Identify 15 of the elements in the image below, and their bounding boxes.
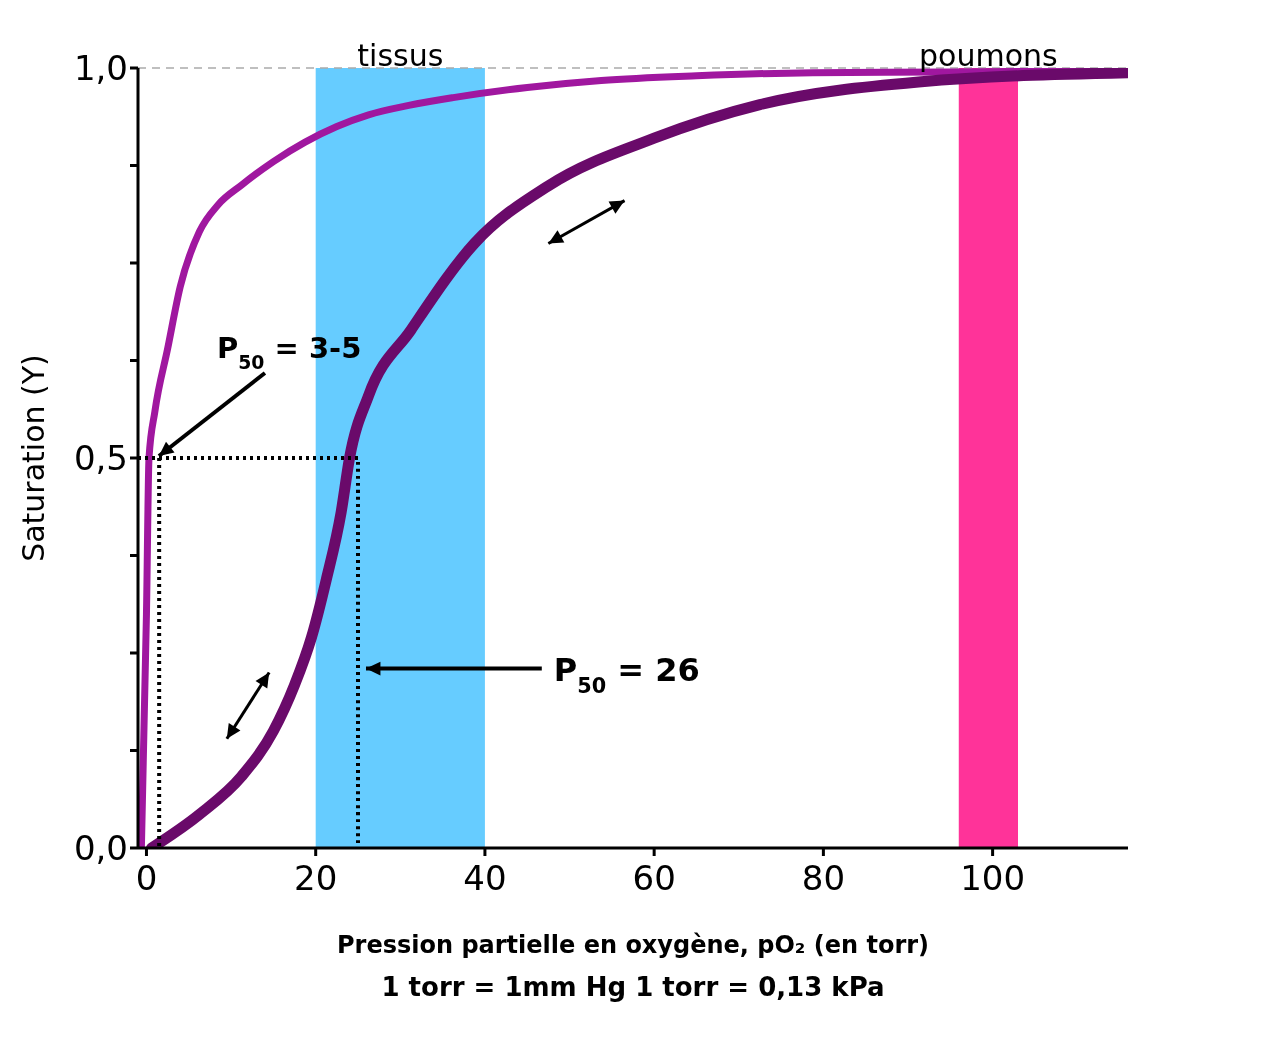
text: 1 torr = 1mm Hg 1 torr = 0,13 kPa bbox=[380, 972, 886, 1002]
x-tick-label: 80 bbox=[801, 858, 846, 899]
y-tick-label: 0,5 bbox=[73, 438, 128, 479]
x-axis-title: Pression partielle en oxygène, pO₂ (en torr) bbox=[336, 931, 930, 959]
x-tick-label: 0 bbox=[135, 858, 158, 899]
band-label: tissus bbox=[357, 38, 444, 73]
x-tick-label: 20 bbox=[294, 858, 338, 899]
x-tick-label: 100 bbox=[960, 858, 1026, 899]
x-tick-label: 40 bbox=[463, 858, 507, 899]
annotation: P$_{50}$ = 26 bbox=[553, 650, 700, 698]
x-tick-label: 60 bbox=[632, 858, 676, 899]
y-axis-title: Saturation (Y) bbox=[15, 354, 51, 562]
y-tick-label: 1,0 bbox=[73, 48, 128, 89]
band-label: poumons bbox=[919, 38, 1058, 73]
y-tick-label: 0,0 bbox=[73, 828, 128, 869]
